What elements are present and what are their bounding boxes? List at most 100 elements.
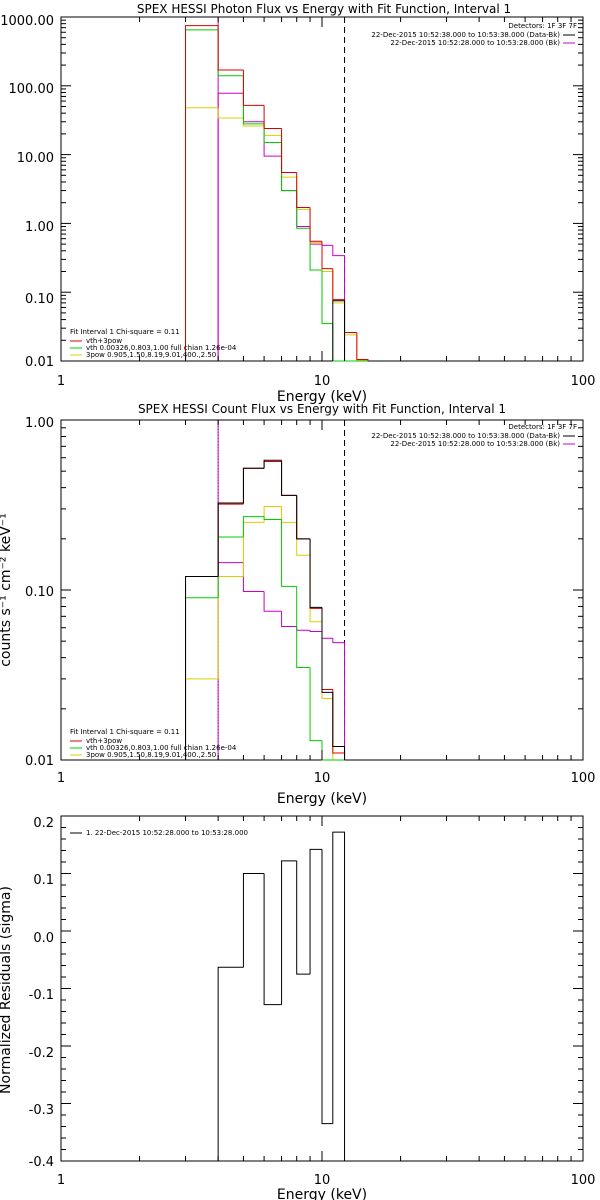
panel3-xtick-100: 100 (571, 1173, 596, 1188)
panel2-ytick-0.10: 0.10 (25, 585, 54, 600)
panel2-background-bin-8 (332, 638, 346, 760)
residuals-panel: 1 10 100 0.2 0.1 0.0 -0.1 -0.2 -0.3 -0.4… (0, 815, 596, 1200)
panel3-ytick-0.1: 0.1 (33, 873, 54, 888)
panel2-3pow-bin-6 (309, 555, 322, 623)
panel3-ytick-m0.4: -0.4 (29, 1155, 54, 1170)
panel3-ytick-m0.2: -0.2 (29, 1046, 54, 1061)
panel1-vth-3pow-bin-4 (281, 128, 297, 173)
panel3-residual-bin-6 (321, 849, 333, 1125)
panel2-vth-bin-3 (263, 516, 282, 520)
panel2-vth-bin-1 (217, 536, 244, 598)
panel1-legend-vth3pow: vth+3pow (86, 337, 122, 345)
panel2-vth-3pow-bin-3 (263, 461, 282, 469)
panel2-legend-vth: vth 0.00326,0.803,1.00 full chian 1.26e-… (86, 744, 237, 752)
panel1-data-bin-8 (332, 300, 346, 361)
panel2-background-bin-3 (263, 591, 282, 612)
panel2-data-bin-3 (263, 459, 282, 469)
panel1-vth-bin-8 (332, 323, 345, 362)
panel3-residual-bin-4 (296, 860, 311, 975)
panel2-background-bin-4 (281, 611, 297, 627)
panel2-ytick-0.01: 0.01 (25, 754, 54, 769)
panel1-3pow-bin-10 (356, 334, 369, 361)
panel1-time-bk: 22-Dec-2015 10:52:28.000 to 10:53:28.000… (390, 39, 560, 47)
panel1-3pow-bin-1 (217, 107, 244, 119)
panel2-data-bin-6 (309, 538, 322, 608)
panel2-data-bin-5 (296, 495, 311, 540)
panel3-residual-bin-1 (242, 873, 265, 968)
panel2-3pow-bin-3 (263, 505, 282, 523)
panel1-background-bin-4 (281, 156, 297, 192)
panel1-vth-3pow-bin-5 (296, 172, 311, 209)
panel3-ticks (60, 815, 583, 1162)
panel3-xtick-1: 1 (57, 1173, 65, 1188)
panel2-vth-3pow-bin-2 (242, 467, 265, 505)
panel2-ylabel: counts s⁻¹ cm⁻² keV⁻¹ (0, 513, 14, 667)
panel2-data-bin-2 (242, 467, 265, 503)
panel2-vth-bin-6 (309, 667, 322, 742)
panel2-background-bin-2 (242, 562, 265, 592)
panel2-fit-interval: Fit Interval 1 Chi-square = 0.11 (70, 728, 180, 736)
panel2-3pow-bin-4 (281, 506, 297, 523)
panel1-background-bin-2 (242, 93, 265, 123)
panel2-vth-3pow-bin-6 (309, 538, 322, 609)
panel2-ticks (60, 419, 583, 761)
panel3-marks (217, 831, 346, 1161)
panel3-residual-bin-7 (332, 831, 346, 1161)
panel3-xlabel: Energy (keV) (277, 1187, 367, 1200)
panel3-residual-bin-5 (309, 848, 322, 975)
panel1-ytick-100.00: 100.00 (9, 82, 55, 97)
panel2-xlabel: Energy (keV) (277, 791, 367, 807)
panel3-residual-bin-0 (217, 966, 244, 1161)
panel2-vth-3pow-bin-5 (296, 495, 311, 540)
panel1-background-bin-3 (263, 121, 282, 157)
panel1-3pow-bin-7 (321, 242, 333, 272)
panel1-vth-3pow-bin-2 (242, 69, 265, 106)
panel1-vth-3pow-bin-7 (321, 241, 333, 270)
panel1-3pow-bin-4 (281, 135, 297, 178)
panel2-plot-frame (60, 419, 584, 761)
panel2-data-bin-7 (321, 607, 333, 693)
panel2-3pow-bin-2 (242, 521, 265, 577)
panel2-vth-3pow-bin-0 (185, 576, 219, 760)
panel1-legend-3pow: 3pow 0.905,1.50,8.19,9.01,400.,2.50 (86, 351, 216, 359)
panel2-vth-bin-2 (242, 516, 265, 538)
panel2-3pow-bin-1 (217, 576, 244, 679)
panel2-ytick-1.00: 1.00 (25, 416, 54, 431)
panel1-fit-interval: Fit Interval 1 Chi-square = 0.11 (70, 328, 180, 336)
panel1-detectors: Detectors: 1F 3F 7F (508, 22, 577, 30)
panel2-time-bk: 22-Dec-2015 10:52:28.000 to 10:53:28.000… (390, 440, 560, 448)
panel2-vth-bin-7 (321, 740, 333, 761)
panel1-ytick-0.01: 0.01 (25, 355, 54, 370)
panel2-vth-3pow-bin-1 (217, 503, 244, 577)
panel2-data-bin-8 (332, 692, 346, 760)
panel2-vth-3pow-bin-7 (321, 608, 333, 690)
panel1-vth-3pow-bin-1 (217, 25, 244, 71)
panel1-ytick-1.00: 1.00 (25, 220, 54, 235)
panel1-marks (185, 17, 369, 362)
panel1-background-bin-5 (296, 190, 311, 228)
count-flux-panel: SPEX HESSI Count Flux vs Energy with Fit… (0, 402, 595, 807)
panel1-ytick-10.00: 10.00 (17, 151, 54, 166)
panel1-xlabel: Energy (keV) (277, 389, 367, 405)
panel2-3pow-bin-8 (332, 698, 345, 761)
panel2-background-bin-6 (309, 630, 322, 633)
panel1-vth-bin-3 (263, 123, 282, 143)
panel2-data-bin-0 (185, 576, 219, 760)
panel1-ytick-1000.00: 1000.00 (0, 14, 54, 29)
panel2-xtick-10: 10 (314, 771, 331, 786)
panel1-ytick-0.10: 0.10 (25, 292, 54, 307)
panel1-3pow-bin-6 (309, 209, 322, 243)
panel1-vth-bin-7 (321, 270, 333, 325)
panel2-legend-vth3pow: vth+3pow (86, 737, 122, 745)
panel2-background-bin-0 (185, 576, 219, 760)
panel2-detectors: Detectors: 1F 3F 7F (508, 423, 577, 431)
panel2-vth-bin-4 (281, 519, 297, 587)
panel2-background-bin-5 (296, 626, 311, 631)
panel3-ytick-0.0: 0.0 (33, 931, 54, 946)
panel2-vth-3pow-bin-8 (332, 689, 346, 760)
panel3-legend: 1. 22-Dec-2015 10:52:28.000 to 10:53:28.… (86, 829, 248, 837)
panel3-ytick-m0.3: -0.3 (29, 1103, 54, 1118)
panel1-xtick-100: 100 (571, 374, 596, 389)
panel1-vth-3pow-bin-6 (309, 207, 322, 242)
